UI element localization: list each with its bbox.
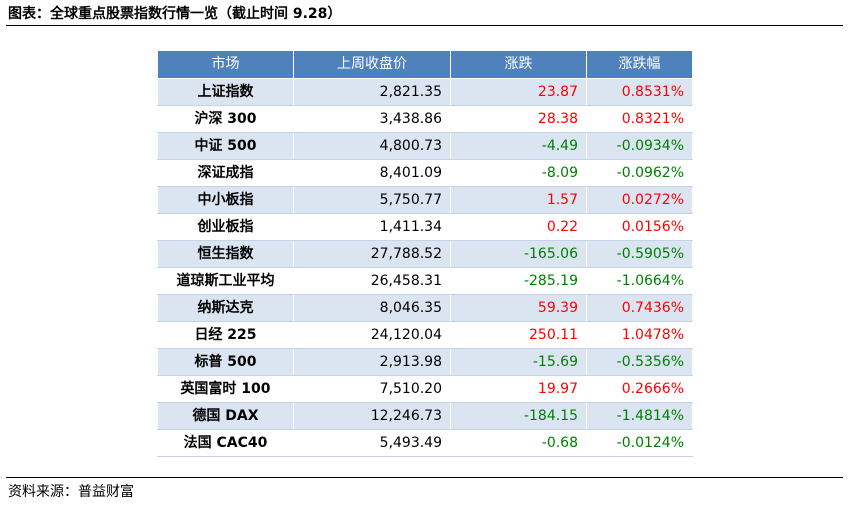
cell-market: 法国 CAC40 — [157, 429, 294, 457]
header-change: 涨跌 — [450, 51, 587, 79]
table-row: 创业板指 1,411.34 0.22 0.0156% — [157, 213, 693, 241]
cell-pct: -0.5356% — [586, 348, 693, 376]
cell-change: -15.69 — [450, 348, 587, 376]
figure-title: 图表：全球重点股票指数行情一览（截止时间 9.28） — [8, 6, 342, 22]
cell-close: 26,458.31 — [293, 267, 451, 295]
cell-close: 1,411.34 — [293, 213, 451, 241]
cell-pct: -1.0664% — [586, 267, 693, 295]
cell-market: 德国 DAX — [157, 402, 294, 430]
source-note: 资料来源：普益财富 — [8, 484, 134, 500]
table-row: 纳斯达克 8,046.35 59.39 0.7436% — [157, 294, 693, 322]
cell-pct: -0.5905% — [586, 240, 693, 268]
cell-change: -4.49 — [450, 132, 587, 160]
cell-pct: 0.8321% — [586, 105, 693, 133]
cell-change: 0.22 — [450, 213, 587, 241]
top-rule — [6, 25, 843, 26]
table-row: 日经 225 24,120.04 250.11 1.0478% — [157, 321, 693, 349]
cell-close: 27,788.52 — [293, 240, 451, 268]
cell-change: -285.19 — [450, 267, 587, 295]
cell-close: 5,750.77 — [293, 186, 451, 214]
cell-close: 4,800.73 — [293, 132, 451, 160]
table-row: 法国 CAC40 5,493.49 -0.68 -0.0124% — [157, 429, 693, 457]
cell-change: -0.68 — [450, 429, 587, 457]
cell-change: 250.11 — [450, 321, 587, 349]
cell-pct: 0.0156% — [586, 213, 693, 241]
cell-pct: -0.0934% — [586, 132, 693, 160]
cell-market: 中小板指 — [157, 186, 294, 214]
cell-market: 英国富时 100 — [157, 375, 294, 403]
cell-close: 2,821.35 — [293, 78, 451, 106]
cell-pct: 0.2666% — [586, 375, 693, 403]
cell-close: 8,046.35 — [293, 294, 451, 322]
cell-market: 深证成指 — [157, 159, 294, 187]
table-row: 恒生指数 27,788.52 -165.06 -0.5905% — [157, 240, 693, 268]
cell-change: 28.38 — [450, 105, 587, 133]
cell-change: 19.97 — [450, 375, 587, 403]
cell-change: -8.09 — [450, 159, 587, 187]
table-row: 中证 500 4,800.73 -4.49 -0.0934% — [157, 132, 693, 160]
cell-close: 5,493.49 — [293, 429, 451, 457]
cell-change: 23.87 — [450, 78, 587, 106]
header-pct: 涨跌幅 — [586, 51, 693, 79]
cell-close: 8,401.09 — [293, 159, 451, 187]
cell-market: 上证指数 — [157, 78, 294, 106]
table-row: 德国 DAX 12,246.73 -184.15 -1.4814% — [157, 402, 693, 430]
cell-pct: 1.0478% — [586, 321, 693, 349]
cell-change: -165.06 — [450, 240, 587, 268]
table-header-row: 市场 上周收盘价 涨跌 涨跌幅 — [157, 51, 693, 79]
table-row: 中小板指 5,750.77 1.57 0.0272% — [157, 186, 693, 214]
table-row: 深证成指 8,401.09 -8.09 -0.0962% — [157, 159, 693, 187]
header-close: 上周收盘价 — [293, 51, 451, 79]
cell-market: 标普 500 — [157, 348, 294, 376]
cell-close: 7,510.20 — [293, 375, 451, 403]
bottom-rule — [6, 477, 843, 478]
table-row: 沪深 300 3,438.86 28.38 0.8321% — [157, 105, 693, 133]
table-row: 上证指数 2,821.35 23.87 0.8531% — [157, 78, 693, 106]
cell-market: 沪深 300 — [157, 105, 294, 133]
cell-change: 1.57 — [450, 186, 587, 214]
cell-pct: -0.0124% — [586, 429, 693, 457]
cell-pct: 0.0272% — [586, 186, 693, 214]
table-row: 英国富时 100 7,510.20 19.97 0.2666% — [157, 375, 693, 403]
table-row: 标普 500 2,913.98 -15.69 -0.5356% — [157, 348, 693, 376]
cell-pct: 0.8531% — [586, 78, 693, 106]
cell-close: 3,438.86 — [293, 105, 451, 133]
index-quotes-table: 市场 上周收盘价 涨跌 涨跌幅 上证指数 2,821.35 23.87 0.8531%… — [157, 51, 693, 457]
cell-market: 纳斯达克 — [157, 294, 294, 322]
cell-pct: 0.7436% — [586, 294, 693, 322]
cell-close: 24,120.04 — [293, 321, 451, 349]
table-row: 道琼斯工业平均 26,458.31 -285.19 -1.0664% — [157, 267, 693, 295]
cell-market: 创业板指 — [157, 213, 294, 241]
cell-pct: -1.4814% — [586, 402, 693, 430]
cell-market: 日经 225 — [157, 321, 294, 349]
cell-pct: -0.0962% — [586, 159, 693, 187]
cell-close: 12,246.73 — [293, 402, 451, 430]
cell-market: 中证 500 — [157, 132, 294, 160]
cell-change: 59.39 — [450, 294, 587, 322]
cell-market: 恒生指数 — [157, 240, 294, 268]
header-market: 市场 — [157, 51, 294, 79]
cell-close: 2,913.98 — [293, 348, 451, 376]
cell-market: 道琼斯工业平均 — [157, 267, 294, 295]
cell-change: -184.15 — [450, 402, 587, 430]
